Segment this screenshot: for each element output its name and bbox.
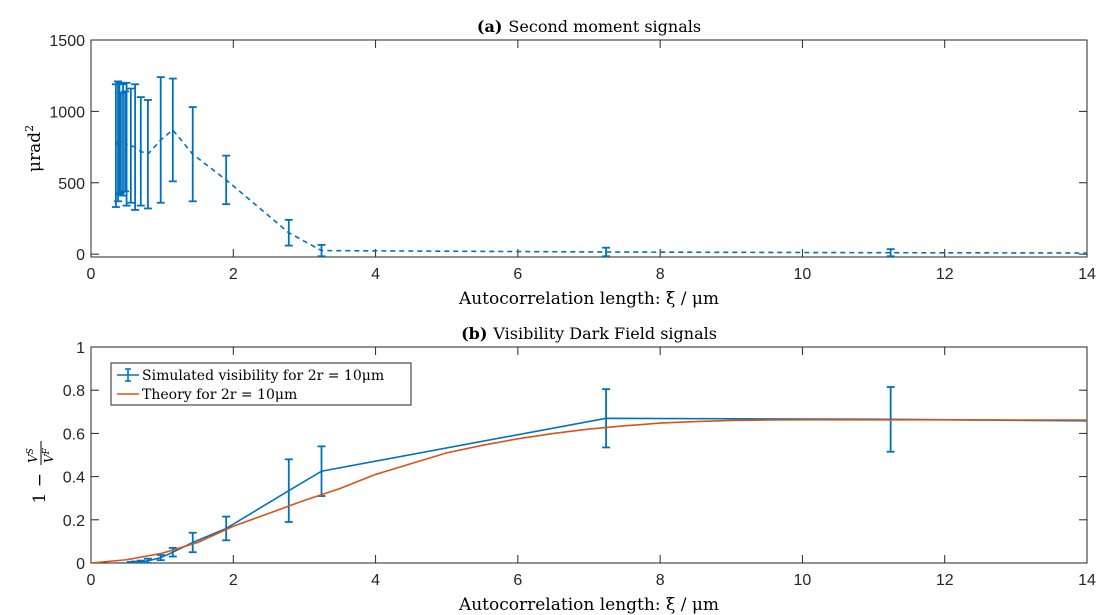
y-axis-label-sup: 2 — [23, 125, 36, 132]
y-tick-label: 0.2 — [63, 513, 85, 530]
series-line-2 — [91, 418, 1087, 563]
y-tick-label: 0 — [76, 247, 85, 264]
x-tick-label: 12 — [936, 572, 954, 589]
y-tick-label: 500 — [58, 176, 85, 193]
x-tick-label: 2 — [229, 266, 238, 283]
data-layer — [111, 76, 1087, 257]
x-axis-label: Autocorrelation length: ξ / μm — [458, 595, 719, 615]
legend-box — [110, 362, 412, 406]
x-tick-label: 10 — [794, 572, 812, 589]
x-tick-label: 8 — [656, 266, 665, 283]
x-tick-label: 4 — [371, 572, 380, 589]
y-axis-label-denominator: VF — [42, 447, 56, 463]
x-tick-label: 6 — [513, 572, 522, 589]
y-tick-label: 0 — [76, 556, 85, 573]
x-tick-label: 0 — [87, 266, 96, 283]
chart-b: 0 2 4 6 8 10 12 14 0 0.2 0.4 0.6 0.8 1 (b) Visibility D… — [26, 324, 1096, 615]
x-tick-label: 6 — [513, 266, 522, 283]
legend-label: Simulated visibility for 2r = 10μm — [142, 368, 384, 384]
x-tick-label: 10 — [794, 266, 812, 283]
legend-label: Theory for 2r = 10μm — [142, 387, 297, 403]
x-tick-label: 2 — [229, 572, 238, 589]
y-tick-label: 1000 — [49, 104, 85, 121]
chart-title: (a) Second moment signals — [477, 17, 701, 36]
title-letter: (b) — [461, 324, 487, 343]
legend: Simulated visibility for 2r = 10μm Theory… — [110, 362, 412, 406]
y-axis-label-main: μrad — [25, 132, 45, 172]
y-tick-label: 0.4 — [63, 470, 85, 487]
y-tick-label: 0.6 — [63, 426, 85, 443]
x-tick-label: 8 — [656, 572, 665, 589]
x-tick-label: 12 — [936, 266, 954, 283]
y-axis-label-part: 1 − — [30, 473, 50, 503]
chart-a: 0 2 4 6 8 10 12 14 0 500 1000 1500 (a) Second moment … — [23, 17, 1096, 309]
chart-title: (b) Visibility Dark Field signals — [461, 324, 717, 343]
x-axis-label: Autocorrelation length: ξ / μm — [458, 289, 719, 309]
y-axis-label-part: V — [26, 453, 40, 463]
title-text: Visibility Dark Field signals — [492, 324, 717, 343]
y-tick-label: 1500 — [49, 33, 85, 50]
x-tick-label: 14 — [1078, 266, 1096, 283]
y-axis-label-part: V — [42, 453, 56, 463]
y-tick-label: 1 — [76, 340, 85, 357]
y-axis-label-numerator: VS — [26, 448, 40, 463]
y-axis-label-part: F — [42, 447, 52, 455]
plot-area — [90, 39, 1088, 258]
title-letter: (a) — [477, 17, 503, 36]
x-tick-label: 14 — [1078, 572, 1096, 589]
y-axis-label-part: S — [26, 448, 36, 454]
y-axis-label: μrad2 — [23, 125, 45, 172]
x-tick-label: 4 — [371, 266, 380, 283]
y-tick-label: 0.8 — [63, 383, 85, 400]
x-tick-label: 0 — [87, 572, 96, 589]
title-text: Second moment signals — [508, 17, 701, 36]
data-layer — [91, 386, 1087, 563]
